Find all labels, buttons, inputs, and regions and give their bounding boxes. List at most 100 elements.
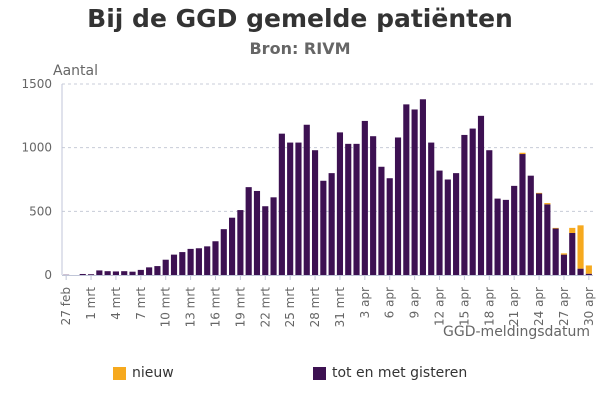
bar-nieuw — [585, 265, 592, 274]
x-tick-label: 4 mrt — [109, 287, 123, 320]
bar-tot-en-met-gisteren — [154, 266, 161, 275]
y-tick-label: 1500 — [21, 77, 52, 91]
bar-tot-en-met-gisteren — [411, 109, 418, 275]
x-tick-label: 6 apr — [383, 287, 397, 318]
bar-tot-en-met-gisteren — [146, 267, 153, 275]
bar-tot-en-met-gisteren — [552, 228, 559, 275]
bar-tot-en-met-gisteren — [527, 175, 534, 275]
bar-tot-en-met-gisteren — [112, 271, 119, 275]
bar-tot-en-met-gisteren — [170, 254, 178, 275]
yellow-square-icon — [113, 366, 126, 380]
bar-tot-en-met-gisteren — [187, 248, 194, 275]
bars — [63, 99, 592, 275]
bar-tot-en-met-gisteren — [287, 142, 294, 275]
bar-tot-en-met-gisteren — [486, 150, 493, 275]
bar-tot-en-met-gisteren — [386, 178, 393, 275]
x-tick-label: 13 mrt — [184, 287, 198, 328]
legend-label-tot-en-met-gisteren: tot en met gisteren — [332, 365, 468, 381]
bar-tot-en-met-gisteren — [370, 136, 377, 275]
bar-nieuw — [544, 203, 551, 205]
x-tick-label: 10 mrt — [159, 287, 173, 328]
y-tick-label: 500 — [29, 204, 52, 218]
bar-tot-en-met-gisteren — [320, 180, 327, 275]
bar-tot-en-met-gisteren — [262, 206, 269, 275]
x-tick-label: 22 mrt — [258, 287, 272, 328]
y-tick-label: 1000 — [21, 141, 52, 155]
bar-nieuw — [577, 225, 584, 269]
bar-tot-en-met-gisteren — [519, 154, 526, 275]
x-tick-label: 3 apr — [358, 287, 372, 318]
bar-tot-en-met-gisteren — [328, 173, 335, 275]
bar-tot-en-met-gisteren — [577, 268, 584, 275]
bar-tot-en-met-gisteren — [270, 197, 277, 275]
gridlines — [62, 83, 593, 212]
legend-label-nieuw: nieuw — [132, 365, 174, 381]
x-axis-title: GGD-meldingsdatum — [443, 324, 590, 340]
bar-tot-en-met-gisteren — [361, 120, 368, 275]
bar-tot-en-met-gisteren — [378, 166, 385, 275]
bar-tot-en-met-gisteren — [303, 124, 310, 275]
x-tick-label: 1 mrt — [84, 287, 98, 320]
bar-tot-en-met-gisteren — [544, 204, 551, 275]
bar-tot-en-met-gisteren — [137, 269, 144, 275]
bar-nieuw — [552, 227, 559, 229]
bar-tot-en-met-gisteren — [311, 150, 319, 275]
x-tick-label: 28 mrt — [308, 287, 322, 328]
x-tick-label: 30 apr — [582, 287, 596, 326]
bar-tot-en-met-gisteren — [129, 271, 136, 275]
bar-tot-en-met-gisteren — [494, 198, 501, 275]
x-tick-label: 12 apr — [433, 287, 447, 326]
bar-tot-en-met-gisteren — [195, 248, 202, 275]
x-tick-label: 27 apr — [557, 287, 571, 326]
bar-tot-en-met-gisteren — [96, 270, 103, 275]
x-tick-label: 18 apr — [482, 287, 496, 326]
bar-nieuw — [536, 192, 543, 194]
x-tick-label: 7 mrt — [134, 287, 148, 320]
bar-tot-en-met-gisteren — [569, 232, 576, 275]
bar-tot-en-met-gisteren — [469, 128, 476, 275]
bar-tot-en-met-gisteren — [87, 274, 95, 275]
chart-title: Bij de GGD gemelde patiënten — [87, 4, 513, 33]
bar-tot-en-met-gisteren — [394, 137, 402, 275]
x-tick-label: 25 mrt — [283, 287, 297, 328]
x-tick-label: 31 mrt — [333, 287, 347, 328]
bar-tot-en-met-gisteren — [536, 193, 543, 275]
chart-subtitle: Bron: RIVM — [249, 39, 351, 58]
axes: 0 500 1000 1500 27 feb 1 mrt 4 mrt 7 mrt 10 mrt 1… — [21, 77, 595, 327]
x-tick-label: 27 feb — [59, 287, 73, 325]
bar-tot-en-met-gisteren — [245, 187, 252, 275]
bar-tot-en-met-gisteren — [511, 185, 518, 275]
bar-tot-en-met-gisteren — [436, 170, 443, 275]
bar-nieuw — [560, 253, 568, 255]
bar-tot-en-met-gisteren — [428, 142, 435, 275]
bar-tot-en-met-gisteren — [229, 217, 236, 275]
bar-tot-en-met-gisteren — [345, 143, 352, 275]
x-tick-label: 24 apr — [532, 287, 546, 326]
bar-tot-en-met-gisteren — [403, 104, 410, 275]
bar-tot-en-met-gisteren — [162, 259, 169, 275]
bar-tot-en-met-gisteren — [220, 229, 227, 275]
bar-tot-en-met-gisteren — [278, 133, 285, 275]
bar-tot-en-met-gisteren — [204, 246, 211, 275]
bar-tot-en-met-gisteren — [179, 252, 186, 275]
x-tick-label: 16 mrt — [208, 287, 222, 328]
legend-item-nieuw[interactable]: nieuw — [113, 365, 174, 381]
bar-tot-en-met-gisteren — [237, 210, 244, 275]
bar-tot-en-met-gisteren — [560, 254, 568, 275]
bar-nieuw — [569, 227, 576, 233]
bar-tot-en-met-gisteren — [444, 179, 451, 275]
bar-tot-en-met-gisteren — [585, 273, 592, 275]
bar-tot-en-met-gisteren — [295, 142, 302, 275]
bar-tot-en-met-gisteren — [79, 273, 86, 275]
x-tick-label: 21 apr — [507, 287, 521, 326]
bar-tot-en-met-gisteren — [336, 132, 344, 275]
purple-square-icon — [313, 366, 326, 380]
y-axis-title: Aantal — [53, 63, 98, 79]
y-tick-label: 0 — [44, 268, 52, 282]
x-tick-label: 19 mrt — [233, 287, 247, 328]
bar-tot-en-met-gisteren — [453, 173, 460, 275]
legend-item-tot-en-met-gisteren[interactable]: tot en met gisteren — [313, 365, 467, 381]
bar-tot-en-met-gisteren — [212, 241, 219, 275]
